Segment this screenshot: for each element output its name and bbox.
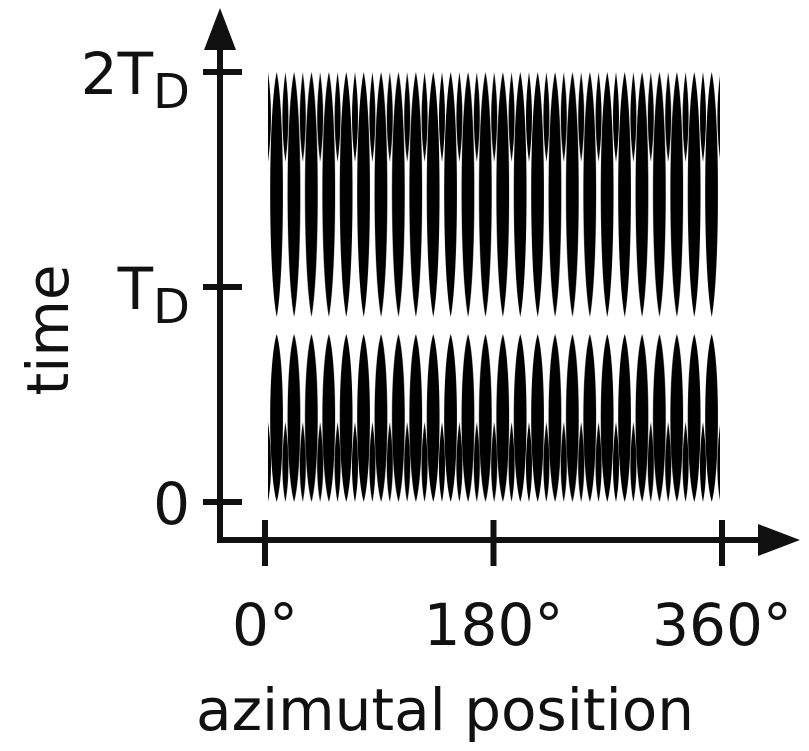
y-tick-label-subscript: D	[153, 64, 190, 120]
y-tick-label-main: 0	[153, 470, 190, 538]
y-tick-label: 2TD	[81, 40, 190, 120]
x-tick-label: 180°	[424, 591, 564, 659]
y-axis-arrow	[204, 8, 236, 50]
y-axis-label: time	[14, 264, 82, 395]
x-tick-label: 0°	[232, 591, 298, 659]
y-tick-label-main: T	[117, 255, 154, 323]
x-axis-arrow	[758, 524, 800, 556]
x-axis-label: azimutal position	[196, 676, 694, 744]
y-tick-label-subscript: D	[153, 279, 190, 335]
x-tick-label: 360°	[652, 591, 792, 659]
heatmap-image	[268, 72, 720, 502]
y-tick-label-main: 2T	[81, 40, 154, 108]
y-tick-label: TD	[117, 255, 190, 335]
y-tick-label: 0	[153, 470, 190, 538]
